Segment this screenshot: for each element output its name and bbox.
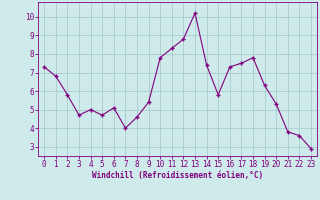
X-axis label: Windchill (Refroidissement éolien,°C): Windchill (Refroidissement éolien,°C) xyxy=(92,171,263,180)
